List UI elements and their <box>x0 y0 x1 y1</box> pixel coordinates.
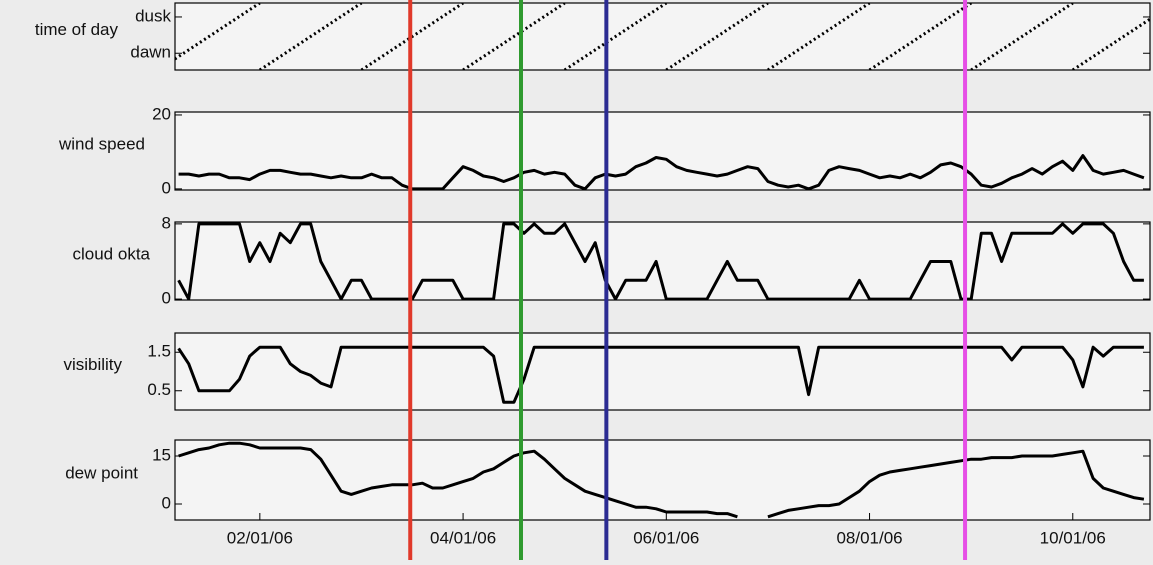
y-axis-label: wind speed <box>58 134 145 153</box>
y-axis-label: visibility <box>63 355 122 374</box>
x-tick-label: 08/01/06 <box>836 528 902 547</box>
data-line <box>177 222 1144 300</box>
y-tick-label: dusk <box>135 6 171 25</box>
plot-area <box>175 440 1150 520</box>
data-line <box>177 345 1144 404</box>
plot-frame <box>174 111 1151 191</box>
plot-area <box>175 112 1150 190</box>
x-tick-label: 10/01/06 <box>1040 528 1106 547</box>
y-tick-label: 0 <box>162 289 171 308</box>
plot-area <box>175 3 1150 70</box>
plot-frame <box>174 332 1151 411</box>
data-line <box>178 441 1145 519</box>
y-axis-label: cloud okta <box>73 244 151 263</box>
x-tick-label: 04/01/06 <box>430 528 496 547</box>
y-tick-label: 0 <box>162 178 171 197</box>
y-axis-label: time of day <box>35 20 119 39</box>
plot-area <box>175 333 1150 410</box>
data-line <box>178 154 1145 190</box>
plot-frame <box>174 2 1151 71</box>
x-tick-label: 02/01/06 <box>227 528 293 547</box>
x-tick-label: 06/01/06 <box>633 528 699 547</box>
y-tick-label: 8 <box>162 213 171 232</box>
plot-frame <box>174 221 1151 301</box>
y-tick-label: 15 <box>152 445 171 464</box>
y-tick-label: 1.5 <box>147 342 171 361</box>
y-tick-label: 20 <box>152 104 171 123</box>
data-line <box>175 3 1150 70</box>
y-tick-label: 0.5 <box>147 380 171 399</box>
y-axis-label: dew point <box>65 463 138 482</box>
y-tick-label: dawn <box>130 43 171 62</box>
y-tick-label: 0 <box>162 493 171 512</box>
plot-frame <box>174 439 1151 521</box>
